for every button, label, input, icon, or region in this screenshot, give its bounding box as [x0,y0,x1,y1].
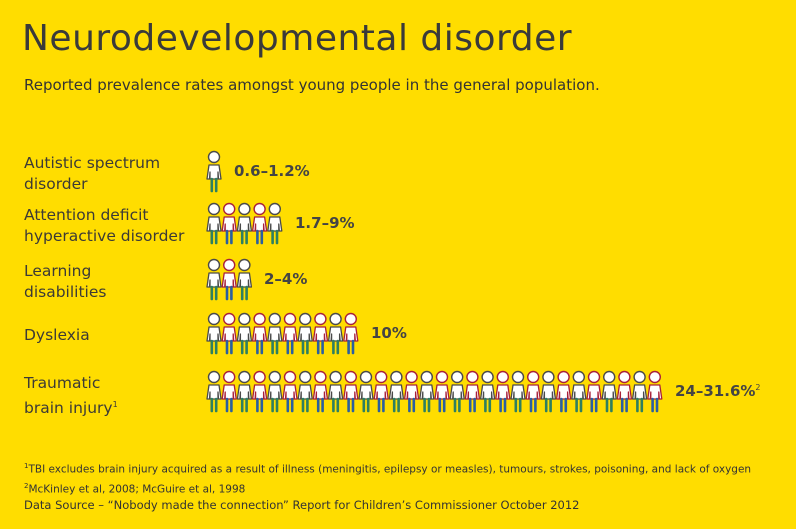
person-icon [312,312,329,355]
data-source: Data Source – “Nobody made the connectio… [24,498,580,512]
footnote-1: 1TBI excludes brain injury acquired as a… [24,462,752,476]
person-icon [251,370,268,413]
row-label: Traumatic brain injury1 [24,373,118,419]
person-icon [449,370,465,413]
chart-row: Autistic spectrum disorder 0.6–1.2% [0,148,796,208]
person-icon [206,258,222,301]
person-icon [221,370,237,413]
row-label: Dyslexia [24,325,90,346]
person-icons [206,370,663,414]
person-icons [206,150,222,194]
person-icon [206,202,222,245]
person-icon [206,312,222,355]
person-icon [647,370,663,413]
person-icon [464,370,481,413]
person-icon [601,370,617,413]
row-label-line2: brain injury1 [24,399,118,418]
person-icon [540,370,557,413]
person-icon [267,370,283,413]
chart-subtitle: Reported prevalence rates amongst young … [24,76,600,94]
person-icon [251,312,268,355]
row-value: 10% [371,324,407,342]
person-icon [312,370,329,413]
footnote-2: 2McKinley et al, 2008; McGuire et al, 19… [24,481,246,496]
person-icon [586,370,602,413]
chart-row: Attention deficit hyperactive disorder 1.7… [0,200,796,260]
person-icon [434,370,450,413]
footnote-marker: 2 [755,383,761,392]
chart-row: Learning disabilities 2–4% [0,256,796,316]
person-icon [343,312,359,355]
person-icons [206,258,252,302]
row-value: 2–4% [264,270,308,288]
row-label: Learning disabilities [24,261,106,303]
person-icon [495,370,511,413]
person-icon [267,202,283,245]
row-label-line2: disabilities [24,283,107,301]
chart-row: Traumatic brain injury1 24–31.6%2 [0,368,796,428]
row-label-line1: Dyslexia [24,326,90,344]
person-icon [236,312,253,355]
person-icon [282,370,298,413]
row-label-line2: hyperactive disorder [24,227,185,245]
person-icon [221,202,237,245]
person-icon [479,370,496,413]
footnote-marker: 1 [112,400,118,409]
person-icon [327,370,344,413]
person-icon [631,370,648,413]
person-icon [555,370,572,413]
person-icon [221,312,237,355]
person-icon [403,370,420,413]
person-icon [236,202,253,245]
person-icon [419,370,435,413]
row-label-line2: disorder [24,175,88,193]
person-icons [206,202,283,246]
person-icon [358,370,374,413]
chart-row: Dyslexia 10% [0,310,796,370]
footnotes: 1TBI excludes brain injury acquired as a… [24,458,751,513]
person-icon [327,312,344,355]
row-value: 0.6–1.2% [234,162,310,180]
row-label-line1: Attention deficit [24,206,149,224]
person-icon [251,202,268,245]
row-label-line1: Traumatic [24,374,101,392]
person-icon [373,370,389,413]
person-icon [510,370,526,413]
row-value: 24–31.6%2 [675,382,761,400]
person-icon [343,370,359,413]
person-icon [267,312,283,355]
person-icon [236,370,253,413]
person-icon [616,370,633,413]
row-value: 1.7–9% [295,214,355,232]
person-icon [297,370,313,413]
person-icon [206,370,222,413]
person-icon [236,258,252,301]
person-icon [297,312,313,355]
person-icons [206,312,359,356]
person-icon [571,370,587,413]
row-label-line1: Autistic spectrum [24,154,161,172]
chart-title: Neurodevelopmental disorder [22,18,573,59]
person-icon [221,258,237,301]
person-icon [388,370,405,413]
row-label: Autistic spectrum disorder [24,153,160,195]
person-icon [206,150,222,193]
person-icon [525,370,541,413]
person-icon [282,312,298,355]
row-label-line1: Learning [24,262,92,280]
row-label: Attention deficit hyperactive disorder [24,205,184,247]
